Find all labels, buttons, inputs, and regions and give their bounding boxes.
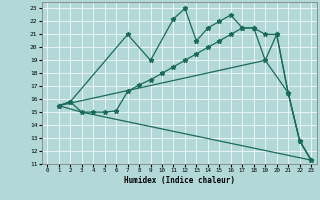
X-axis label: Humidex (Indice chaleur): Humidex (Indice chaleur) [124, 176, 235, 185]
